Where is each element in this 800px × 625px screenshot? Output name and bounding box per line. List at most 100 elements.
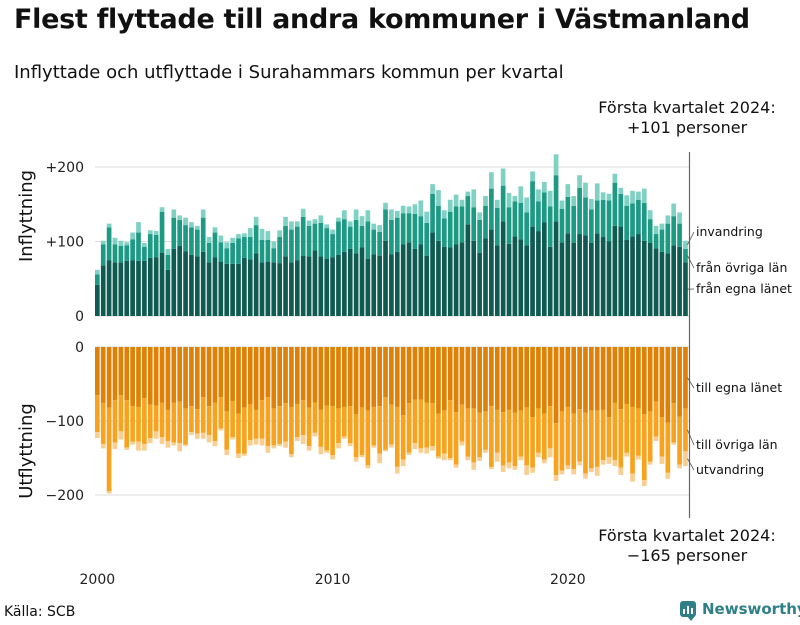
bar-segment [471, 207, 477, 241]
bar-segment [294, 347, 300, 404]
bar-segment [383, 449, 388, 452]
bar-segment [289, 221, 294, 230]
bar-segment [212, 347, 218, 403]
bar-segment [465, 224, 471, 316]
bar-segment [365, 221, 371, 259]
bar-segment [124, 447, 130, 450]
bar-segment [647, 210, 653, 220]
bar-segment [553, 154, 559, 176]
bar-segment [653, 234, 659, 249]
bar-segment [471, 347, 477, 409]
bar-segment [306, 220, 312, 226]
bar-segment [265, 347, 271, 398]
bar-segment [453, 194, 459, 207]
bar-segment [583, 473, 588, 479]
bar-segment [200, 397, 206, 433]
bar-segment [253, 225, 259, 254]
bar-segment [183, 408, 188, 445]
bar-segment [618, 187, 624, 194]
bar-segment [659, 347, 665, 418]
bar-segment [300, 400, 306, 436]
bar-segment [95, 395, 100, 433]
bar-segment [342, 406, 347, 437]
bar-segment [194, 347, 200, 410]
bar-segment [371, 445, 377, 448]
bar-segment [524, 465, 530, 476]
bar-segment [441, 210, 447, 219]
bar-segment [618, 347, 624, 410]
bar-segment [177, 245, 183, 316]
bar-segment [594, 183, 600, 201]
bar-segment [641, 202, 647, 241]
bar-segment [671, 245, 677, 316]
bar-segment [277, 347, 282, 407]
bar-segment [524, 407, 530, 466]
bar-segment [541, 459, 547, 464]
bar-segment [589, 410, 594, 469]
bar-segment [636, 191, 641, 200]
bar-segment [589, 199, 594, 210]
bar-segment [436, 413, 441, 457]
brand-logo[interactable]: Newsworthy [680, 600, 800, 621]
bar-segment [577, 347, 582, 410]
bar-segment [242, 407, 247, 454]
bar-segment [147, 234, 153, 258]
bar-segment [589, 347, 594, 411]
bar-segment [571, 469, 577, 475]
bar-segment [95, 274, 100, 285]
bar-segment [641, 347, 647, 415]
bar-segment [383, 202, 388, 210]
bar-segment [600, 192, 606, 200]
bar-segment [394, 251, 400, 316]
bar-segment [100, 244, 106, 266]
bar-segment [553, 423, 559, 476]
bar-segment [394, 466, 400, 474]
bar-segment [124, 347, 130, 401]
bar-segment [283, 347, 288, 404]
bar-segment [194, 409, 200, 434]
bar-segment [559, 411, 565, 471]
legend-leader-line [687, 377, 695, 389]
bar-segment [218, 235, 224, 243]
bar-segment [459, 441, 465, 446]
legend-label: till egna länet [696, 380, 782, 395]
bar-segment [541, 222, 547, 316]
bar-segment [418, 448, 424, 453]
bar-segment [100, 240, 106, 245]
bar-segment [530, 467, 535, 473]
bar-segment [136, 406, 141, 442]
bar-segment [647, 411, 653, 462]
bar-segment [677, 212, 682, 224]
chart-title: Flest flyttade till andra kommuner i Väs… [14, 4, 750, 35]
bar-segment [653, 347, 659, 402]
bar-segment [583, 182, 588, 198]
bar-segment [112, 400, 118, 443]
bar-segment [171, 402, 177, 443]
bar-segment [571, 205, 577, 243]
bar-segment [494, 409, 500, 453]
bar-segment [547, 206, 553, 247]
bar-segment [218, 261, 224, 316]
bar-segment [271, 445, 277, 449]
bar-segment [471, 408, 477, 463]
bar-segment [447, 400, 453, 458]
bar-segment [541, 347, 547, 414]
bar-segment [312, 223, 318, 251]
bar-segment [612, 460, 618, 467]
bar-segment [142, 398, 147, 444]
bar-segment [583, 197, 588, 236]
bar-segment [118, 431, 124, 440]
bar-segment [624, 452, 629, 457]
bar-segment [606, 241, 612, 316]
bar-segment [318, 215, 324, 223]
bar-segment [142, 443, 147, 451]
bar-segment [106, 227, 112, 261]
bar-segment [553, 221, 559, 316]
bar-segment [271, 347, 277, 409]
bar-segment [624, 195, 629, 206]
bar-segment [171, 347, 177, 403]
bar-segment [459, 404, 465, 442]
chart-subtitle: Inflyttade och utflyttade i Surahammars … [14, 62, 564, 83]
legend-label: invandring [696, 224, 763, 239]
